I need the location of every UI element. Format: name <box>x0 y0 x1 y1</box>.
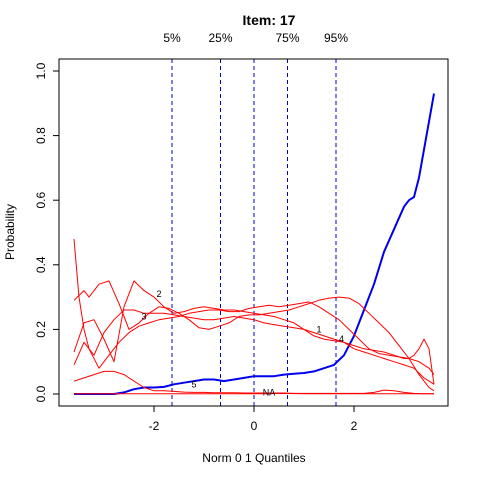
curve-label-2: 2 <box>156 289 161 299</box>
plot-area: 1 2 3 4 5 NA <box>73 59 435 406</box>
y-tick-label-1: 0.2 <box>34 321 48 338</box>
y-tick-label-4: 0.8 <box>34 127 48 144</box>
series-line-correct <box>74 93 435 395</box>
chart-title: Item: 17 <box>243 12 296 28</box>
x-axis: -2 0 2 <box>149 406 358 433</box>
x-tick-label-0: -2 <box>149 419 160 433</box>
x-tick-label-2: 2 <box>351 419 358 433</box>
y-tick-label-0: 0.0 <box>34 385 48 402</box>
quantile-label-3: 75% <box>275 31 299 45</box>
y-axis: 0.0 0.2 0.4 0.6 0.8 1.0 <box>34 62 59 402</box>
x-axis-label: Norm 0 1 Quantiles <box>202 451 305 465</box>
series-line-3 <box>73 238 435 375</box>
y-tick-label-5: 1.0 <box>34 62 48 79</box>
series-line-1 <box>73 309 435 385</box>
curve-label-NA: NA <box>263 387 276 397</box>
quantile-labels: 5% 25% 75% 95% <box>163 31 348 45</box>
quantile-label-4: 95% <box>324 31 348 45</box>
x-tick-label-1: 0 <box>251 419 258 433</box>
y-tick-label-3: 0.6 <box>34 192 48 209</box>
series-line-5 <box>73 370 434 395</box>
curve-label-5: 5 <box>191 379 196 389</box>
series-line-2 <box>73 280 435 392</box>
quantile-label-0: 5% <box>163 31 181 45</box>
curve-label-4: 4 <box>339 334 344 344</box>
curve-label-3: 3 <box>141 311 146 321</box>
quantile-label-1: 25% <box>208 31 232 45</box>
curve-label-1: 1 <box>316 324 321 334</box>
y-axis-label: Probability <box>3 204 17 260</box>
series-line-4 <box>73 280 435 385</box>
y-tick-label-2: 0.4 <box>34 256 48 273</box>
